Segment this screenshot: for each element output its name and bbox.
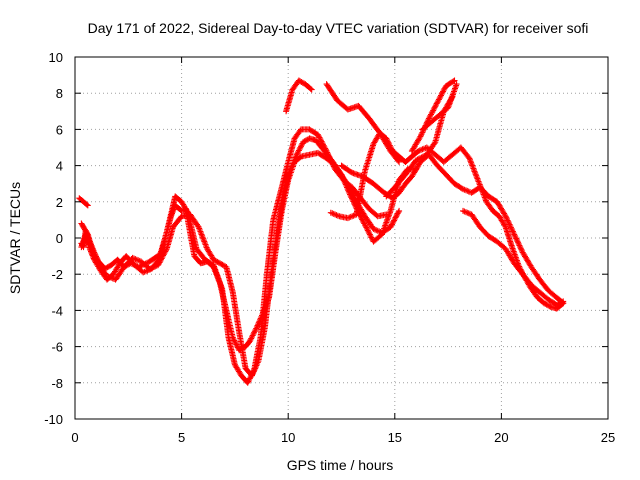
y-tick-label: -6 — [51, 340, 63, 355]
x-tick-label: 5 — [178, 430, 185, 445]
y-axis-label: SDTVAR / TECUs — [7, 182, 23, 294]
series-trace-12 — [419, 81, 460, 133]
axis-ticks: 0 5 10 15 20 25 -10 -8 -6 -4 -2 0 2 4 6 8 10 — [44, 50, 615, 445]
plot-frame — [74, 56, 609, 420]
data-series — [76, 77, 567, 386]
x-axis-label: GPS time / hours — [287, 457, 394, 473]
series-trace-9 — [323, 81, 403, 165]
y-tick-label: 2 — [56, 195, 63, 210]
series-trace-3 — [78, 135, 420, 379]
x-tick-label: 15 — [388, 430, 402, 445]
x-tick-label: 0 — [71, 430, 78, 445]
y-tick-label: -10 — [44, 412, 63, 427]
y-tick-label: -4 — [51, 303, 63, 318]
y-tick-label: -2 — [51, 267, 63, 282]
y-tick-label: -8 — [51, 376, 63, 391]
y-tick-label: 10 — [49, 50, 63, 65]
x-tick-label: 25 — [601, 430, 615, 445]
series-trace-7 — [76, 195, 91, 209]
series-trace-5 — [338, 151, 567, 307]
series-trace-4 — [327, 130, 567, 312]
x-tick-label: 10 — [281, 430, 295, 445]
grid — [75, 57, 608, 419]
series-trace-6 — [460, 207, 567, 308]
y-tick-label: 4 — [56, 159, 63, 174]
y-tick-label: 8 — [56, 86, 63, 101]
series-trace-8 — [283, 77, 315, 115]
y-tick-label: 6 — [56, 122, 63, 137]
chart-title: Day 171 of 2022, Sidereal Day-to-day VTE… — [88, 20, 589, 36]
x-tick-label: 20 — [494, 430, 508, 445]
y-tick-label: 0 — [56, 231, 63, 246]
